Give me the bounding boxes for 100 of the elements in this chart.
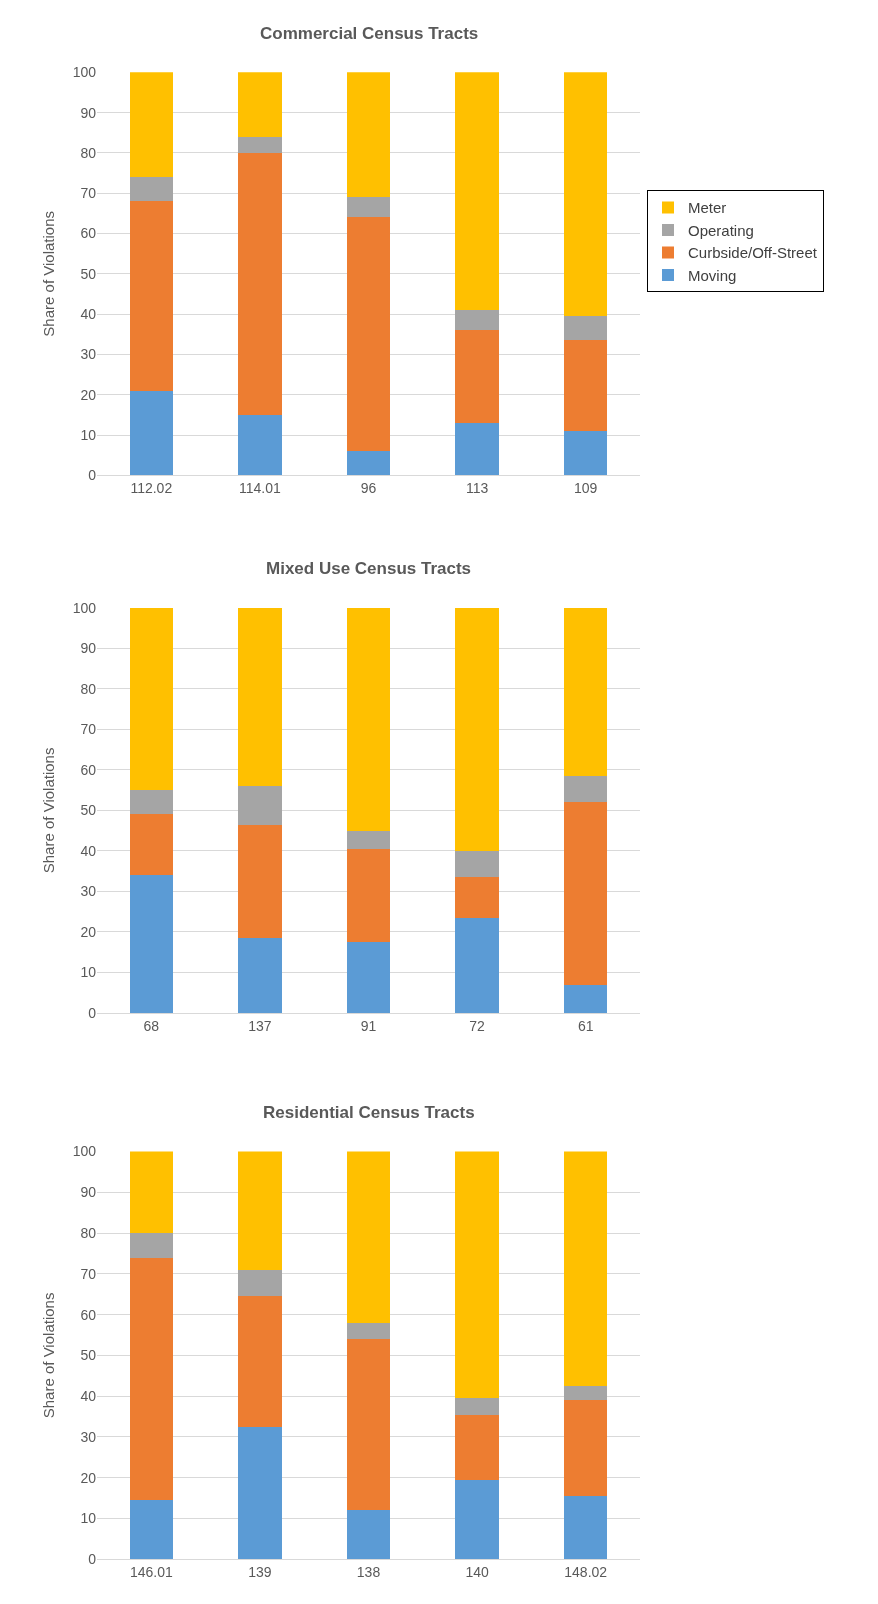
bar [238,824,282,938]
x-tick-label: 114.01 [239,480,281,497]
y-tick-label: 0 [88,1004,97,1021]
y-tick-label: 30 [80,1428,97,1445]
y-tick-label: 40 [80,306,97,323]
bar [238,607,282,787]
y-tick-label: 20 [80,923,97,940]
bar [455,1151,499,1399]
bar [346,1510,391,1560]
bar [563,72,608,317]
bar [129,814,174,876]
bar [129,1257,174,1501]
y-tick-label: 80 [80,680,97,697]
y-tick-label: 100 [72,64,97,81]
bar [129,1233,174,1258]
y-tick-label: 60 [80,1306,97,1323]
bar [346,848,391,943]
bar [346,1322,391,1340]
x-tick-label: 68 [143,1017,160,1034]
bar [563,1496,608,1560]
bar [455,850,499,878]
bar [563,316,608,341]
y-axis-title: Share of Violations [39,1292,57,1419]
bar [455,917,499,1013]
bar [129,1151,174,1234]
bar [238,1426,282,1560]
y-tick-label: 80 [80,144,97,161]
y-tick-label: 30 [80,346,97,363]
bar [238,1296,282,1427]
y-tick-label: 100 [72,1143,97,1160]
bar [129,875,174,1013]
x-tick-label: 137 [248,1017,272,1034]
legend-label: Moving [688,266,737,284]
x-tick-label: 96 [360,480,377,497]
y-tick-label: 70 [80,185,97,202]
bar [563,430,608,476]
y-tick-label: 60 [80,225,97,242]
y-tick-label: 60 [80,761,97,778]
y-axis-title: Share of Violations [39,747,57,874]
bar [455,607,499,851]
bar [563,776,608,803]
x-tick-label: 140 [465,1564,489,1581]
bar [129,177,174,202]
bar [455,877,499,918]
y-tick-label: 20 [80,386,97,403]
x-tick-label: 91 [360,1017,377,1034]
y-tick-label: 0 [88,467,97,484]
bar [238,152,282,415]
y-tick-label: 90 [80,1184,97,1201]
y-tick-label: 70 [80,1265,97,1282]
bar [346,942,391,1013]
bar [563,1151,608,1387]
bar [129,72,174,178]
y-tick-label: 20 [80,1469,97,1486]
bar [455,1398,499,1415]
legend-label: Curbside/Off-Street [688,244,818,262]
bar [346,451,391,476]
y-tick-label: 40 [80,842,97,859]
y-tick-label: 50 [80,1347,97,1364]
y-tick-label: 10 [80,426,97,443]
bar [238,136,282,153]
y-tick-label: 90 [80,104,97,121]
chart-title: Residential Census Tracts [263,1103,475,1122]
bar [346,1151,391,1323]
x-tick-label: 146.01 [129,1564,173,1581]
bar [455,422,499,476]
bar [346,217,391,452]
y-tick-label: 10 [80,1510,97,1527]
x-tick-label: 61 [577,1017,594,1034]
x-tick-label: 112.02 [130,480,173,497]
legend-label: Operating [688,221,754,239]
bar [238,786,282,825]
bar [346,72,391,198]
y-tick-label: 50 [80,265,97,282]
chart-title: Commercial Census Tracts [260,24,479,43]
y-axis-title: Share of Violations [39,211,57,337]
bar [346,830,391,849]
bar [455,1479,499,1560]
bar [455,330,499,423]
bar [129,390,174,476]
x-tick-label: 109 [574,480,598,497]
bar [129,201,174,391]
x-tick-label: 139 [248,1564,272,1581]
bar [563,802,608,985]
bar [238,937,282,1013]
bar [346,1339,391,1511]
bar [129,607,174,791]
bar [563,1400,608,1497]
x-tick-label: 148.02 [564,1564,608,1581]
bar [129,1500,174,1560]
bar [563,340,608,431]
bar [238,1151,282,1270]
y-tick-label: 30 [80,883,97,900]
y-tick-label: 10 [80,964,97,981]
y-tick-label: 40 [80,1388,97,1405]
bar [563,607,608,776]
y-tick-label: 50 [80,802,97,819]
bar [346,607,391,831]
chart-title: Mixed Use Census Tracts [266,559,472,578]
bar [563,984,608,1013]
